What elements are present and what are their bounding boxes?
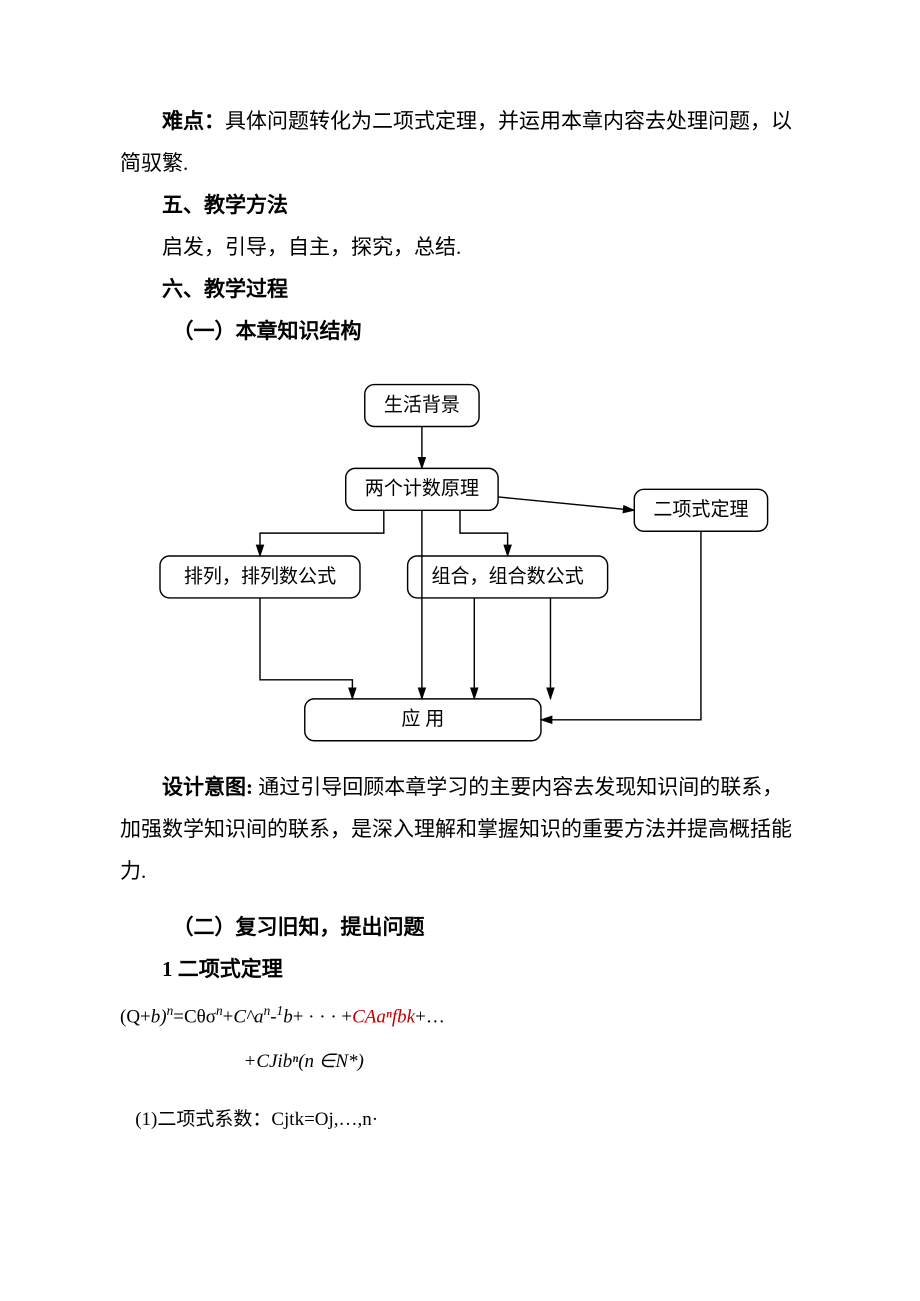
- binomial-formula-line2: +CJibⁿ(n ∈N*): [120, 1043, 800, 1081]
- svg-text:二项式定理: 二项式定理: [653, 499, 748, 521]
- methods-text: 启发，引导，自主，探究，总结.: [120, 226, 800, 268]
- item-binomial: 1 二项式定理: [120, 948, 800, 990]
- binomial-coefficient-line: (1)二项式系数：Cjtk=Oj,…,n·: [120, 1101, 800, 1139]
- difficulty-label: 难点：: [162, 109, 225, 133]
- subheading-review: （二）复习旧知，提出问题: [120, 906, 800, 948]
- binomial-formula-line1: (Q+b)n=Cθσn+C^an-1b+ · · · +CAaⁿfbk+…: [120, 1000, 800, 1033]
- design-intent-paragraph: 设计意图: 通过引导回顾本章学习的主要内容去发现知识间的联系，加强数学知识间的联…: [120, 766, 800, 892]
- formula-red-part: CAaⁿfbk: [352, 1006, 415, 1027]
- formula-part: =Cθσ: [173, 1006, 216, 1027]
- svg-text:两个计数原理: 两个计数原理: [365, 478, 479, 500]
- design-intent-label: 设计意图:: [162, 775, 253, 799]
- document-page: 难点：具体问题转化为二项式定理，并运用本章内容去处理问题，以简驭繁. 五、教学方…: [0, 0, 920, 1199]
- coef-body: Cjtk=Oj,…,n·: [271, 1109, 378, 1130]
- formula-part: +: [223, 1006, 234, 1027]
- subheading-structure: （一）本章知识结构: [120, 310, 800, 352]
- heading-process: 六、教学过程: [120, 268, 800, 310]
- formula-sup: n: [216, 1003, 223, 1018]
- heading-methods: 五、教学方法: [120, 184, 800, 226]
- formula-part: b: [283, 1006, 293, 1027]
- formula-part: C^a: [233, 1006, 263, 1027]
- svg-text:应 用: 应 用: [401, 708, 444, 730]
- svg-text:组合，组合数公式: 组合，组合数公式: [431, 565, 583, 587]
- formula-part: b): [151, 1006, 167, 1027]
- flowchart-svg: 生活背景两个计数原理二项式定理排列，排列数公式 组合，组合数公式应 用: [120, 356, 800, 756]
- formula-part: + · · · +: [293, 1006, 352, 1027]
- knowledge-structure-diagram: 生活背景两个计数原理二项式定理排列，排列数公式 组合，组合数公式应 用: [120, 356, 800, 756]
- difficulty-paragraph: 难点：具体问题转化为二项式定理，并运用本章内容去处理问题，以简驭繁.: [120, 100, 800, 184]
- formula-part: (Q+: [120, 1006, 151, 1027]
- coef-label: (1)二项式系数：: [135, 1109, 271, 1130]
- svg-text:排列，排列数公式: 排列，排列数公式: [184, 565, 336, 587]
- svg-text:生活背景: 生活背景: [384, 394, 460, 416]
- spacer: [120, 892, 800, 906]
- formula-part: +…: [415, 1006, 445, 1027]
